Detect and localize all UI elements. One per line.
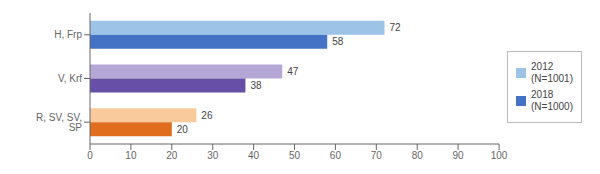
html-text:2018 (N=1000): 2018 (N=1000) bbox=[531, 89, 573, 112]
svg-text:0: 0 bbox=[87, 150, 93, 161]
svg-text:72: 72 bbox=[390, 22, 402, 33]
svg-text:26: 26 bbox=[201, 110, 213, 121]
svg-text:H, Frp: H, Frp bbox=[54, 29, 82, 40]
svg-text:30: 30 bbox=[207, 150, 219, 161]
svg-text:R, SV, SV,SP: R, SV, SV,SP bbox=[36, 112, 82, 133]
svg-text:20: 20 bbox=[177, 124, 189, 135]
svg-text:90: 90 bbox=[453, 150, 465, 161]
svg-text:50: 50 bbox=[289, 150, 301, 161]
svg-text:V, Krf: V, Krf bbox=[58, 73, 82, 84]
svg-text:80: 80 bbox=[412, 150, 424, 161]
svg-text:47: 47 bbox=[287, 66, 299, 77]
html-text:2012 (N=1001): 2012 (N=1001) bbox=[531, 61, 573, 84]
svg-text:10: 10 bbox=[125, 150, 137, 161]
svg-text:58: 58 bbox=[332, 36, 344, 47]
svg-text:40: 40 bbox=[248, 150, 260, 161]
svg-text:20: 20 bbox=[166, 150, 178, 161]
svg-text:60: 60 bbox=[330, 150, 342, 161]
svg-text:70: 70 bbox=[371, 150, 383, 161]
svg-text:38: 38 bbox=[250, 80, 262, 91]
svg-text:100: 100 bbox=[491, 150, 508, 161]
